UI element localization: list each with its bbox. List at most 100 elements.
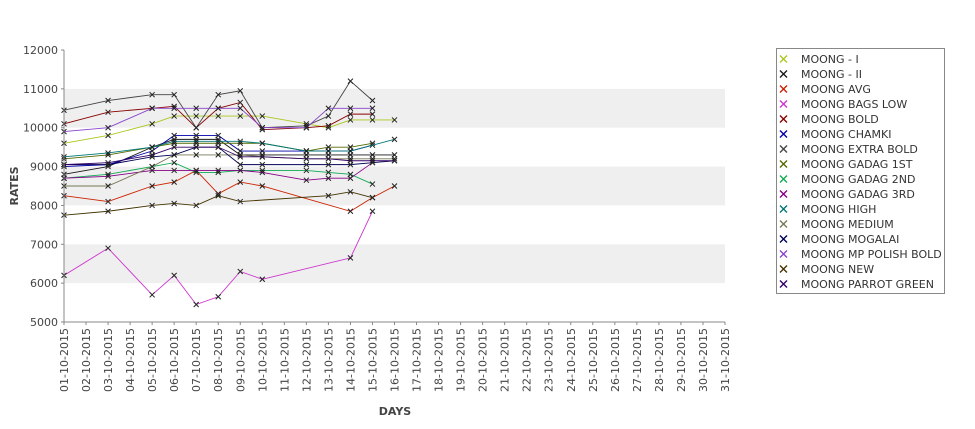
legend-item: MOONG MEDIUM [779, 218, 894, 231]
y-tick-label: 5000 [30, 316, 58, 329]
data-point-marker [259, 113, 266, 119]
y-tick-label: 7000 [30, 238, 58, 251]
legend-marker [779, 175, 788, 183]
data-point-marker [105, 183, 111, 189]
data-point-marker [303, 155, 310, 162]
legend-item: MOONG MP POLISH BOLD [779, 248, 942, 261]
data-point-marker [171, 159, 178, 166]
data-point-marker [259, 161, 266, 168]
legend-item: MOONG EXTRA BOLD [779, 143, 918, 156]
data-point-marker [369, 194, 376, 201]
data-point-marker [325, 105, 332, 112]
data-point-marker [193, 124, 200, 131]
data-point-marker [259, 183, 266, 189]
x-tick-label: 18-10-2015 [433, 328, 446, 392]
legend-label: MOONG - I [801, 53, 859, 66]
data-point-marker [237, 179, 244, 185]
legend-label: MOONG MOGALAI [801, 233, 899, 246]
data-point-marker [369, 97, 376, 104]
data-point-marker [325, 161, 332, 168]
x-tick-label: 13-10-2015 [322, 328, 335, 392]
data-point-marker [171, 272, 178, 279]
x-tick-label: 03-10-2015 [102, 328, 115, 392]
x-tick-label: 01-10-2015 [58, 328, 71, 392]
data-point-marker [325, 122, 332, 129]
legend-marker [779, 85, 788, 93]
x-tick-label: 08-10-2015 [212, 328, 225, 392]
legend-item: MOONG BAGS LOW [779, 98, 907, 111]
legend-marker [779, 100, 788, 108]
legend-item: MOONG GADAG 3RD [779, 188, 915, 201]
x-tick-label: 17-10-2015 [411, 328, 424, 392]
legend-label: MOONG PARROT GREEN [801, 278, 934, 291]
data-point-marker [369, 111, 376, 117]
legend-item: MOONG GADAG 2ND [779, 173, 915, 186]
data-point-marker [149, 120, 155, 127]
x-tick-label: 25-10-2015 [587, 328, 600, 392]
data-point-marker [193, 144, 200, 150]
data-point-marker [237, 99, 244, 106]
data-point-marker [369, 157, 376, 164]
x-axis-label: DAYS [379, 405, 412, 418]
series-line [63, 107, 373, 133]
data-point-marker [369, 208, 376, 215]
x-tick-label: 27-10-2015 [631, 328, 644, 392]
data-point-marker [237, 167, 244, 174]
legend-label: MOONG GADAG 2ND [801, 173, 915, 186]
y-axis-ticks: 5000 6000 7000 8000 9000 10000 11000 12000 [23, 44, 64, 329]
legend-label: MOONG GADAG 1ST [801, 158, 913, 171]
x-tick-label: 16-10-2015 [389, 328, 402, 392]
legend-label: MOONG BOLD [801, 113, 879, 126]
legend-marker [779, 220, 788, 228]
data-point-marker [149, 183, 155, 189]
legend-marker [779, 70, 788, 78]
data-point-marker [215, 152, 222, 158]
legend-item: MOONG HIGH [779, 203, 876, 216]
data-point-marker [325, 113, 332, 119]
data-point-marker [391, 136, 398, 143]
legend-marker [779, 265, 788, 273]
x-tick-label: 26-10-2015 [609, 328, 622, 392]
series-moong-new [61, 188, 376, 218]
data-point-marker [149, 144, 155, 150]
series-line [63, 211, 373, 306]
data-point-marker [237, 113, 244, 119]
x-tick-label: 29-10-2015 [675, 328, 688, 392]
series-line [63, 80, 373, 129]
data-point-marker [193, 132, 200, 139]
data-point-marker [215, 190, 222, 197]
legend-item: MOONG - I [779, 53, 859, 66]
data-point-marker [347, 105, 354, 112]
series-line [63, 162, 373, 181]
legend-marker [779, 55, 788, 63]
data-point-marker [193, 301, 200, 308]
y-tick-label: 9000 [30, 161, 58, 174]
data-point-marker [193, 167, 200, 174]
data-point-marker [215, 113, 222, 119]
data-point-marker [215, 192, 222, 199]
data-point-marker [347, 111, 354, 117]
x-tick-label: 20-10-2015 [477, 328, 490, 392]
data-point-marker [149, 91, 155, 98]
legend-label: MOONG NEW [801, 263, 874, 276]
series-moong-mogalai [61, 144, 398, 168]
y-tick-label: 6000 [30, 277, 58, 290]
y-tick-label: 11000 [23, 83, 58, 96]
x-tick-label: 23-10-2015 [543, 328, 556, 392]
legend-marker [779, 130, 788, 138]
x-tick-label: 24-10-2015 [565, 328, 578, 392]
legend-item: MOONG - II [779, 68, 862, 81]
data-point-marker [171, 167, 178, 174]
series-lines [61, 78, 398, 308]
data-point-marker [237, 138, 244, 145]
data-point-marker [193, 152, 200, 158]
data-point-marker [171, 200, 178, 207]
data-point-marker [105, 198, 111, 205]
legend-label: MOONG MP POLISH BOLD [801, 248, 942, 261]
legend: MOONG - I MOONG - II MOONG AVG MOONG BAGS L… [776, 48, 945, 294]
data-point-marker [171, 113, 178, 119]
data-point-marker [237, 198, 244, 205]
data-point-marker [303, 161, 310, 168]
y-axis-label: RATES [8, 166, 21, 205]
